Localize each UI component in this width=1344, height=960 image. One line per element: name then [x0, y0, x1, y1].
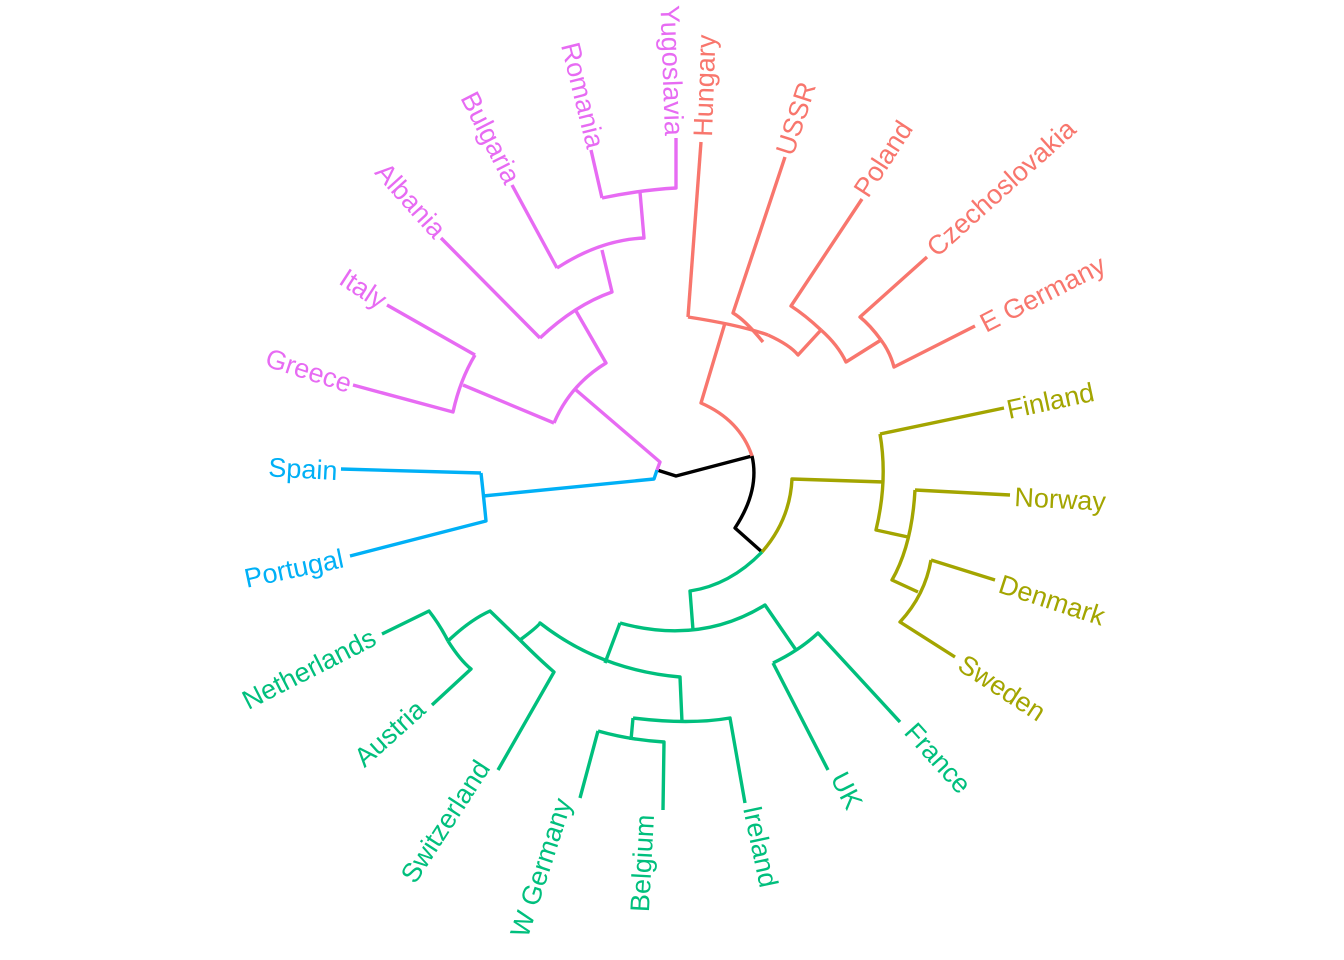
branch [771, 662, 830, 771]
branch [890, 489, 919, 594]
branch [898, 559, 956, 659]
leaf-label-denmark: Denmark [995, 569, 1109, 632]
branch [772, 631, 902, 724]
leaf-label-romania: Romania [555, 39, 610, 152]
branch [538, 249, 614, 340]
leaf-label-france: France [899, 717, 978, 800]
branch [381, 609, 450, 642]
leaf-label-spain: Spain [268, 452, 339, 486]
branch [879, 406, 1005, 436]
branch [386, 303, 476, 357]
leaf-label-belgium: Belgium [625, 814, 660, 913]
cluster-red-branches [686, 141, 976, 457]
branch [760, 477, 885, 554]
branch [446, 609, 522, 643]
branch [462, 383, 555, 425]
branch [629, 717, 635, 741]
branch [439, 236, 542, 340]
branch [686, 141, 703, 318]
leaf-label-poland: Poland [848, 115, 919, 202]
leaf-label-hungary: Hungary [688, 34, 722, 138]
branch [349, 472, 488, 558]
leaf-label-yugoslavia: Yugoslavia [654, 5, 689, 138]
cluster-blue-branches [340, 467, 659, 558]
branch [430, 640, 473, 707]
leaf-label-albania: Albania [369, 157, 452, 245]
branch [930, 558, 996, 582]
branch [858, 255, 929, 342]
leaf-label-sweden: Sweden [953, 649, 1051, 727]
branch [619, 603, 798, 651]
leaf-label-italy: Italy [334, 263, 392, 315]
branch [879, 324, 976, 369]
branch [603, 622, 622, 664]
leaf-label-w-germany: W Germany [505, 794, 578, 941]
branch [510, 184, 559, 269]
leaf-label-greece: Greece [262, 343, 355, 399]
branch [874, 433, 909, 539]
leaf-label-uk: UK [825, 767, 869, 814]
branch [340, 467, 482, 475]
leaf-label-switzerland: Switzerland [395, 755, 496, 888]
root-branch [656, 454, 764, 554]
leaf-label-czechoslovakia: Czechoslovakia [921, 113, 1082, 262]
branch [578, 730, 600, 799]
leaf-label-netherlands: Netherlands [237, 623, 380, 716]
cluster-purple-branches [352, 138, 678, 471]
branch [914, 488, 1011, 497]
branch [496, 638, 556, 771]
cluster-green-branches [381, 550, 902, 811]
cluster-olive-branches [760, 406, 1011, 659]
branch [687, 315, 769, 337]
branch [731, 156, 787, 344]
leaf-label-finland: Finland [1004, 377, 1097, 425]
root-branches [656, 454, 764, 554]
leaf-labels: Hungary USSR Poland Czechoslovakia E Ger… [237, 5, 1110, 941]
branch [699, 322, 754, 457]
leaf-label-ussr: USSR [770, 78, 822, 159]
leaf-label-ireland: Ireland [737, 803, 784, 890]
branch [482, 469, 659, 498]
branch [597, 729, 666, 811]
leaf-label-portugal: Portugal [242, 544, 347, 594]
leaf-label-austria: Austria [348, 694, 431, 773]
branch [518, 621, 684, 723]
branch [789, 198, 864, 332]
branch [767, 328, 823, 357]
branch [552, 310, 608, 424]
branch [601, 138, 678, 200]
branch [632, 716, 747, 804]
leaf-label-norway: Norway [1014, 482, 1107, 517]
leaf-label-e-germany: E Germany [975, 249, 1111, 338]
branch [589, 149, 604, 199]
branch [819, 328, 882, 364]
branch [574, 388, 662, 471]
branch [688, 550, 764, 631]
branch [352, 354, 477, 414]
branch [556, 191, 646, 270]
leaf-label-bulgaria: Bulgaria [455, 87, 527, 190]
